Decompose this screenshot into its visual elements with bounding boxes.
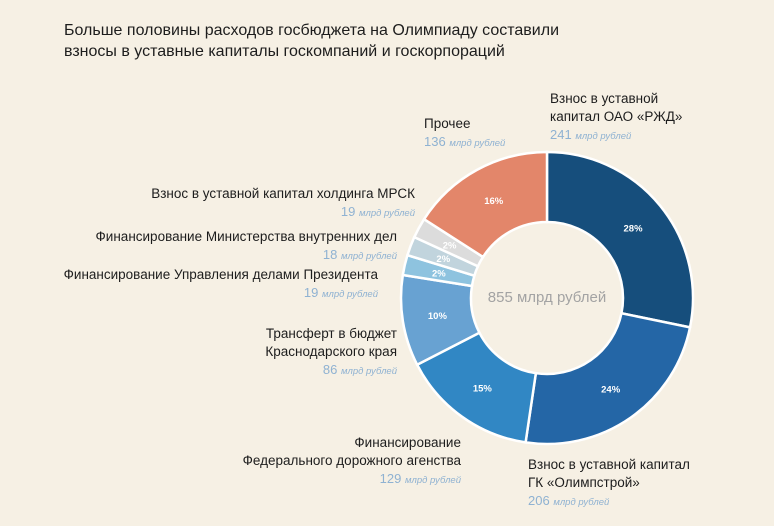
donut-slice-percent-7: 16%	[484, 196, 504, 207]
slice-value: 86 млрд рублей	[265, 361, 397, 381]
slice-label-text: ГК «Олимпстрой»	[528, 475, 640, 490]
donut-slice-percent-6: 2%	[443, 240, 457, 251]
chart-title-line-2: взносы в уставные капиталы госкомпаний и…	[64, 43, 505, 60]
donut-slice-percent-5: 2%	[436, 254, 450, 265]
slice-label-text: капитал ОАО «РЖД»	[550, 109, 683, 124]
slice-value: 19 млрд рублей	[151, 203, 415, 223]
slice-value-unit: млрд рублей	[404, 475, 461, 486]
donut-slice-0	[545, 150, 695, 329]
slice-label-text: Краснодарского края	[265, 344, 397, 359]
slice-label-text: Федерального дорожного агенства	[242, 453, 461, 468]
slice-value-number: 86	[322, 362, 341, 377]
slice-value: 136 млрд рублей	[424, 133, 505, 153]
slice-label-text: Взнос в уставной	[550, 91, 659, 106]
donut-slice-percent-2: 15%	[473, 384, 493, 395]
slice-value-unit: млрд рублей	[449, 138, 506, 149]
slice-value: 18 млрд рублей	[96, 246, 397, 266]
slice-label-5: Финансирование Министерства внутренних д…	[96, 228, 397, 266]
donut-slice-7	[422, 150, 549, 259]
chart-title-line-1: Больше половины расходов госбюджета на О…	[64, 22, 560, 39]
slice-label-text: Взнос в уставной капитал	[528, 457, 690, 472]
donut-center-total: 855 млрд рублей	[487, 289, 607, 306]
slice-value-unit: млрд рублей	[553, 497, 610, 508]
slice-value-number: 206	[528, 493, 554, 508]
slice-label-text: Взнос в уставной капитал холдинга МРСК	[151, 186, 415, 201]
donut-slice-percent-3: 10%	[428, 311, 448, 322]
slice-label-1: Взнос в уставной капитал ГК «Олимпстрой» 2…	[528, 456, 690, 512]
slice-value-number: 241	[550, 127, 576, 142]
slice-value-number: 19	[340, 204, 359, 219]
slice-label-4: Финансирование Управления делами Президе…	[64, 266, 378, 304]
slice-value-unit: млрд рублей	[340, 251, 397, 262]
donut-slice-percent-0: 28%	[624, 223, 644, 234]
slice-value: 19 млрд рублей	[64, 284, 378, 304]
slice-value: 206 млрд рублей	[528, 492, 690, 512]
slice-value: 241 млрд рублей	[550, 126, 682, 146]
slice-label-7: Прочее 136 млрд рублей	[424, 115, 505, 153]
donut-slice-percent-4: 2%	[432, 268, 446, 279]
slice-label-text: Прочее	[424, 116, 471, 131]
slice-value-unit: млрд рублей	[575, 131, 632, 142]
slice-value-unit: млрд рублей	[321, 289, 378, 300]
donut-slice-1	[524, 311, 692, 446]
slice-value-number: 18	[322, 247, 341, 262]
chart-title: Больше половины расходов госбюджета на О…	[64, 20, 664, 62]
slice-label-text: Финансирование	[354, 435, 461, 450]
slice-value-number: 19	[303, 285, 322, 300]
slice-label-text: Финансирование Министерства внутренних д…	[95, 229, 397, 244]
slice-value-number: 136	[424, 134, 450, 149]
slice-value: 129 млрд рублей	[243, 470, 461, 490]
slice-label-text: Трансферт в бюджет	[265, 326, 397, 341]
slice-value-number: 129	[379, 471, 405, 486]
slice-value-unit: млрд рублей	[358, 208, 415, 219]
slice-label-2: Финансирование Федерального дорожного аге…	[243, 434, 461, 490]
slice-label-text: Финансирование Управления делами Президе…	[63, 267, 378, 282]
slice-label-3: Трансферт в бюджет Краснодарского края 86 …	[265, 325, 397, 381]
slice-value-unit: млрд рублей	[340, 366, 397, 377]
slice-label-6: Взнос в уставной капитал холдинга МРСК 19…	[151, 185, 415, 223]
slice-label-0: Взнос в уставной капитал ОАО «РЖД» 241 млр…	[550, 90, 682, 146]
donut-slice-percent-1: 24%	[601, 384, 621, 395]
